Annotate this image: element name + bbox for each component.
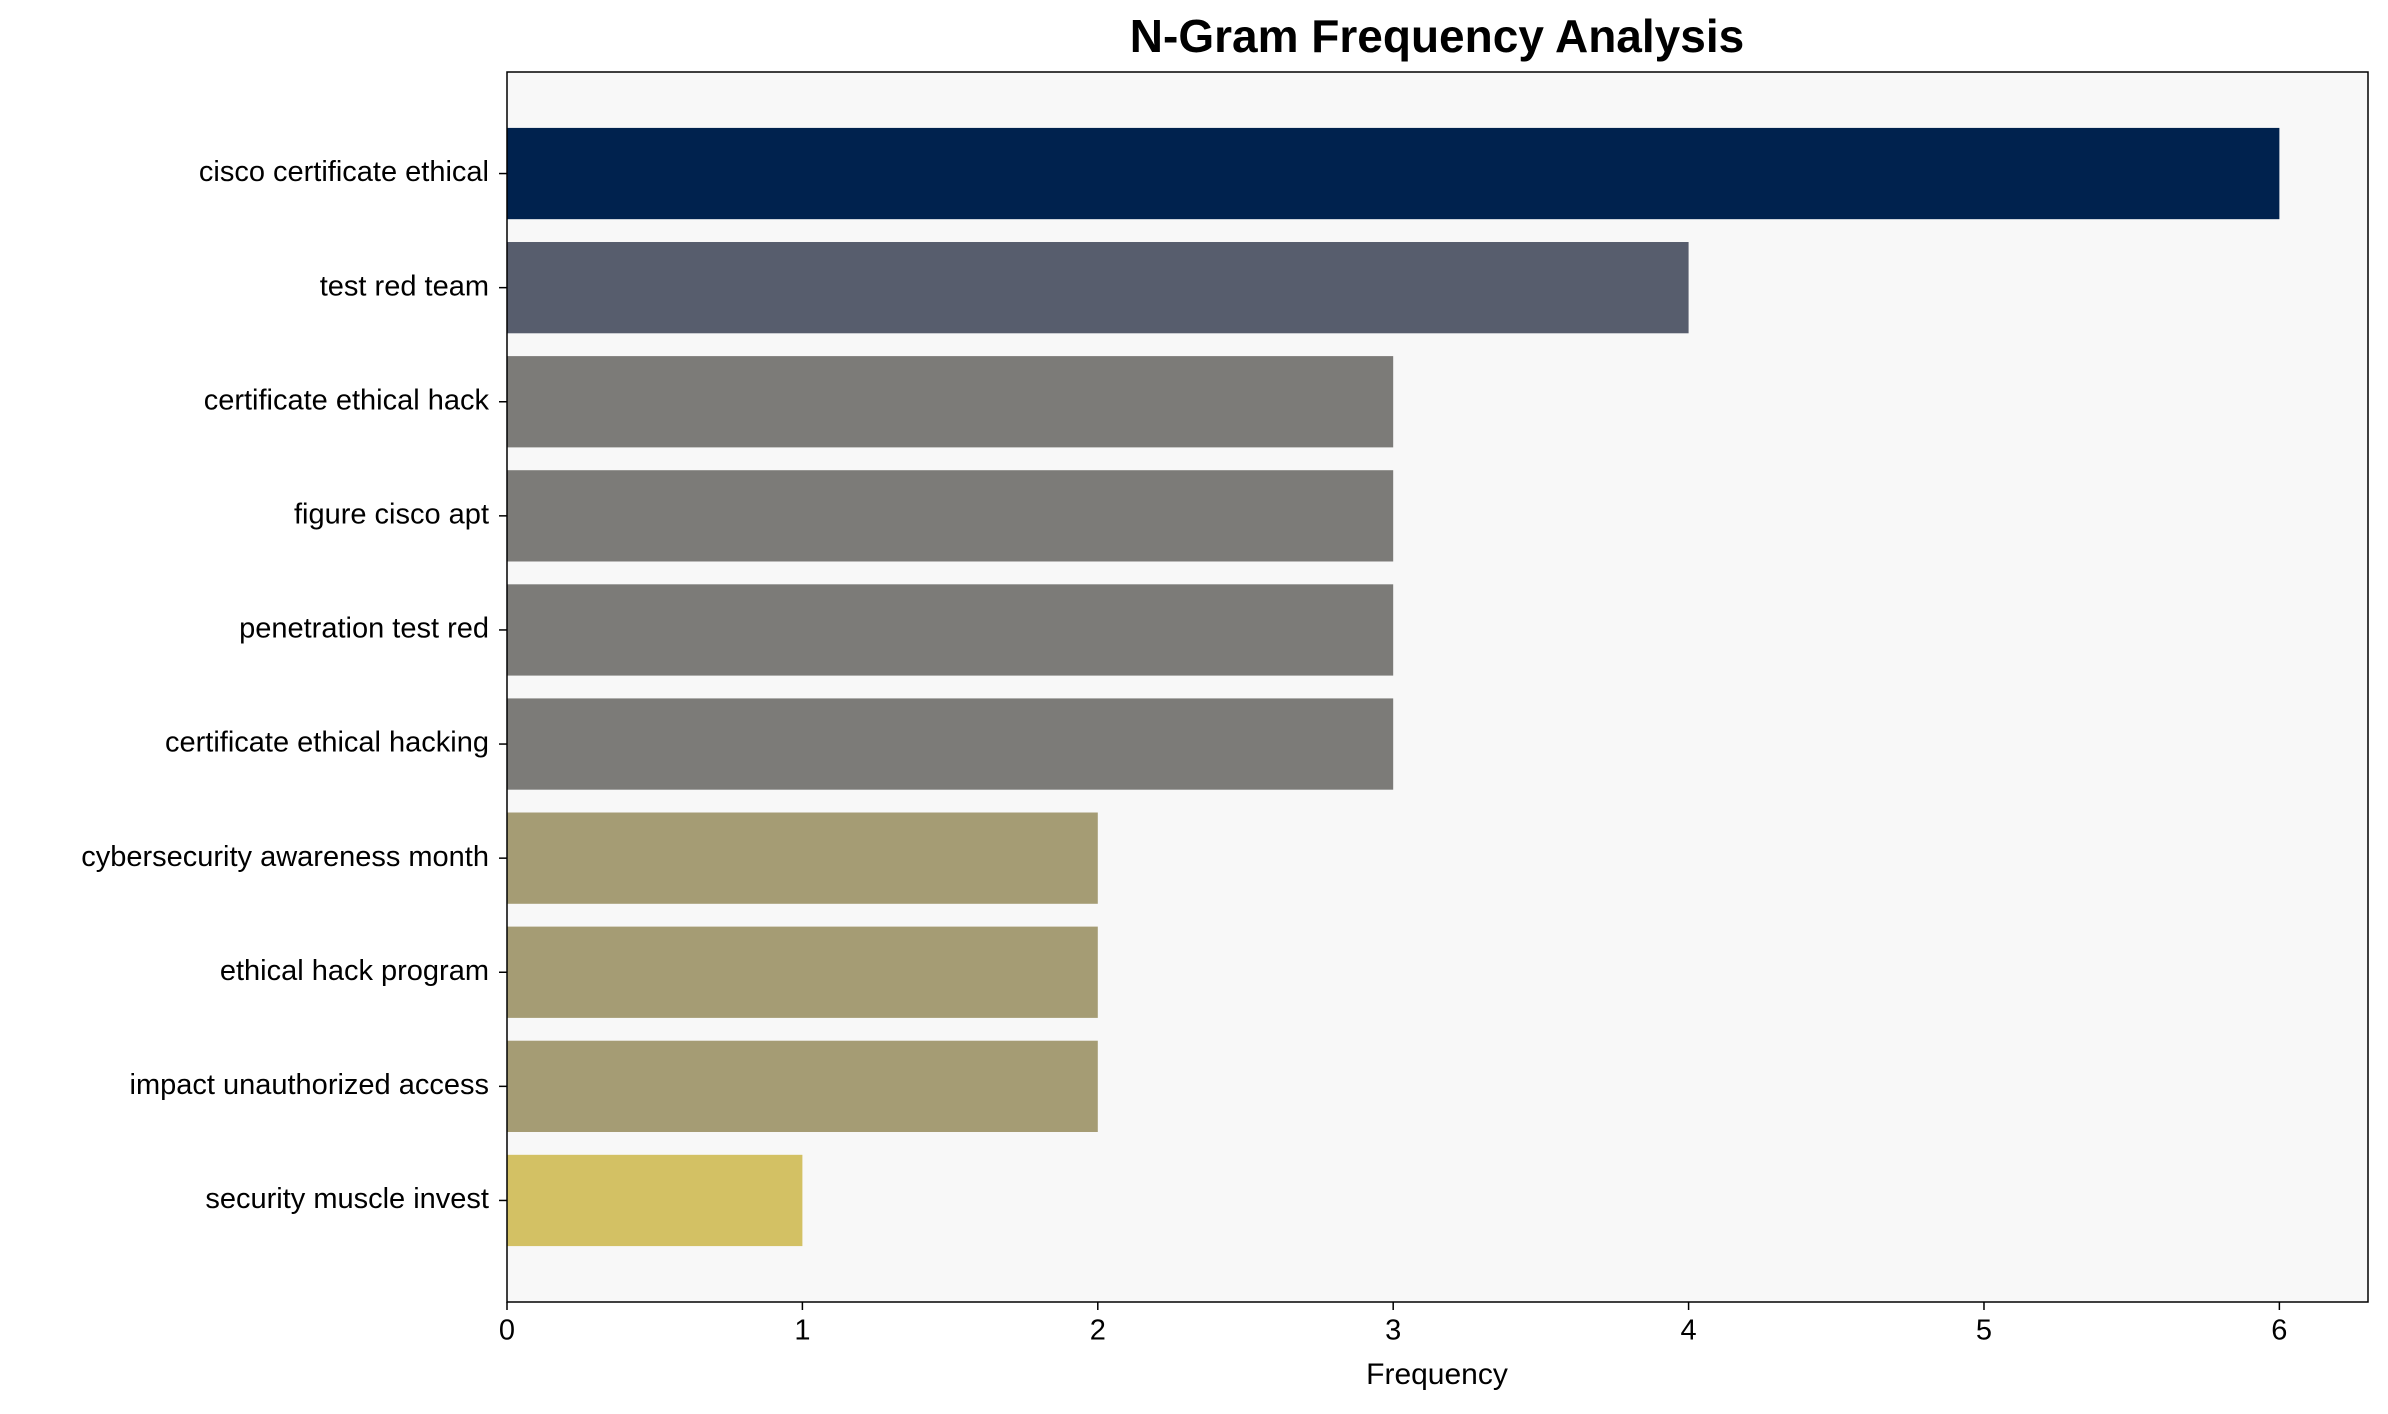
chart-title: N-Gram Frequency Analysis — [1130, 10, 1744, 62]
bar — [507, 127, 2280, 220]
y-tick-label: cisco certificate ethical — [199, 156, 489, 188]
x-tick-label: 0 — [499, 1315, 515, 1347]
x-tick-label: 2 — [1090, 1315, 1106, 1347]
y-tick-label: ethical hack program — [220, 955, 489, 987]
y-tick-label: certificate ethical hacking — [165, 727, 489, 759]
y-tick-label: test red team — [320, 270, 489, 302]
bar — [507, 470, 1394, 562]
bar — [507, 584, 1394, 676]
y-tick-label: certificate ethical hack — [204, 384, 490, 416]
y-tick-label: cybersecurity awareness month — [81, 841, 489, 873]
x-tick-label: 6 — [2271, 1315, 2287, 1347]
bar — [507, 926, 1098, 1018]
y-tick-label: penetration test red — [239, 613, 489, 645]
y-tick-label: impact unauthorized access — [130, 1069, 489, 1101]
y-tick-label: figure cisco apt — [294, 499, 489, 531]
x-tick-label: 4 — [1681, 1315, 1697, 1347]
x-tick-label: 5 — [1976, 1315, 1992, 1347]
bar — [507, 698, 1394, 790]
bar — [507, 356, 1394, 448]
x-tick-label: 1 — [794, 1315, 810, 1347]
bar — [507, 1040, 1098, 1132]
y-tick-label: security muscle invest — [205, 1183, 489, 1215]
bar — [507, 1154, 803, 1247]
x-axis-label: Frequency — [1366, 1358, 1508, 1391]
x-tick-label: 3 — [1385, 1315, 1401, 1347]
bar — [507, 812, 1098, 904]
plot-frame — [506, 71, 2369, 1303]
bar — [507, 242, 1689, 334]
